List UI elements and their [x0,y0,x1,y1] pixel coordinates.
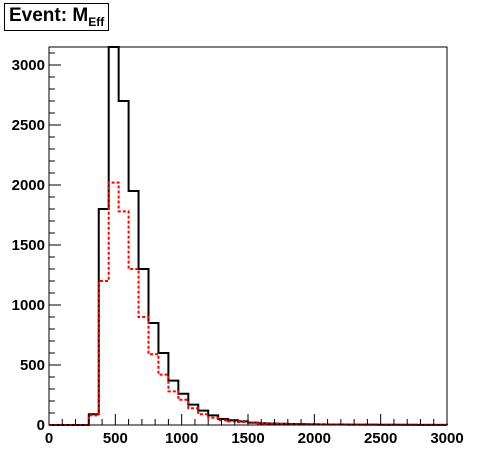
series-solid-black-line [49,46,448,426]
axes-layer: 0 500 1000 1500 2000 2500 3000 0 500 1000 1500 2000… [12,52,464,447]
x-tick-label: 2500 [364,430,397,447]
chart-title-text: Event: M [9,5,89,26]
x-tick-label: 1000 [165,430,198,447]
chart-title-subscript: Eff [88,15,105,29]
series-dashed-red-line [49,181,448,426]
y-tick-label: 2000 [12,177,45,194]
y-tick-label: 3000 [12,57,45,74]
y-tick-label: 500 [20,357,45,374]
x-tick-label: 500 [103,430,128,447]
y-tick-label: 2500 [12,117,45,134]
chart-title: Event: MEff [4,3,110,31]
x-tick-label: 3000 [430,430,463,447]
x-tick-label: 2000 [298,430,331,447]
x-tick-label: 1500 [231,430,264,447]
x-tick-label: 0 [45,430,53,447]
y-tick-label: 0 [37,417,45,434]
series-layer [49,46,448,426]
y-tick-label: 1500 [12,237,45,254]
y-tick-label: 1000 [12,297,45,314]
